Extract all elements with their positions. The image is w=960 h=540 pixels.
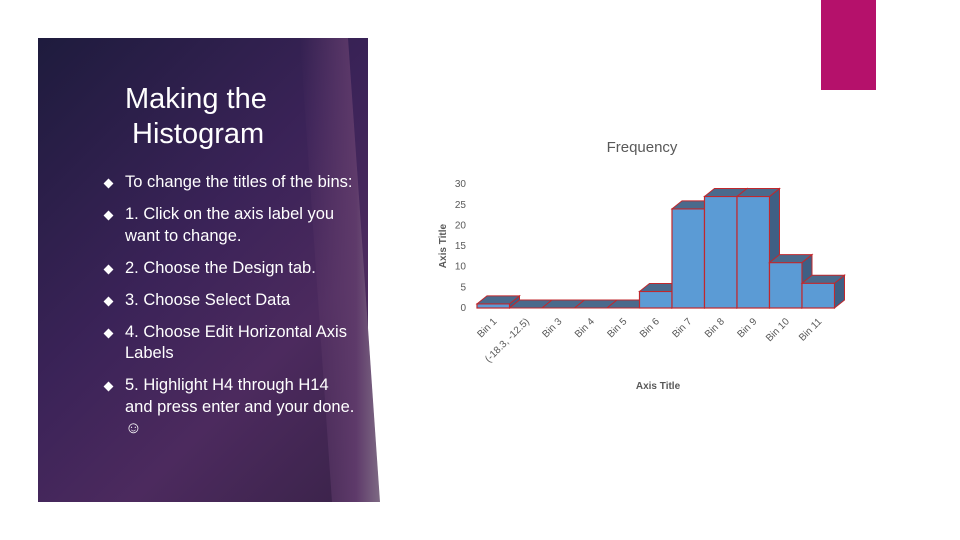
x-tick-label: Bin 4 bbox=[573, 316, 597, 340]
x-tick-label: Bin 10 bbox=[764, 316, 792, 344]
histogram-bar-top bbox=[735, 187, 781, 197]
slide-title[interactable]: Making the Histogram bbox=[125, 82, 315, 152]
bullet-text: 2. Choose the Design tab. bbox=[125, 258, 316, 277]
chart-title: Frequency bbox=[607, 139, 678, 156]
bullet-text: 5. Highlight H4 through H14 and press en… bbox=[125, 376, 355, 437]
bullet-item: 2. Choose the Design tab. bbox=[103, 258, 358, 280]
x-tick-label: Bin 9 bbox=[735, 316, 759, 340]
diamond-bullet-icon bbox=[103, 296, 114, 306]
slide-title-line-2: Histogram bbox=[132, 118, 265, 150]
histogram-bar-top bbox=[768, 254, 814, 264]
x-tick-label: Bin 8 bbox=[703, 316, 727, 340]
bullet-text: 1. Click on the axis label you want to c… bbox=[125, 205, 335, 245]
y-tick-label: 15 bbox=[455, 241, 467, 252]
y-tick-label: 25 bbox=[455, 200, 467, 211]
bullet-item: 1. Click on the axis label you want to c… bbox=[103, 204, 358, 247]
bullet-list[interactable]: To change the titles of the bins: 1. Cli… bbox=[103, 172, 358, 450]
bullet-text: To change the titles of the bins: bbox=[125, 173, 353, 191]
x-tick-label: Bin 6 bbox=[638, 316, 662, 340]
histogram-bar bbox=[638, 290, 673, 309]
x-tick-label: Bin 11 bbox=[797, 316, 825, 344]
bullet-text: 4. Choose Edit Horizontal Axis Labels bbox=[125, 322, 347, 363]
histogram-chart[interactable]: Frequency 0 5 10 15 20 25 30 Axis Title Bin 1 (-18… bbox=[420, 125, 860, 405]
bullet-item: 3. Choose Select Data bbox=[103, 290, 358, 312]
bullet-item: To change the titles of the bins: bbox=[103, 172, 358, 194]
x-axis-title: Axis Title bbox=[636, 381, 681, 392]
histogram-bar bbox=[476, 303, 511, 309]
y-axis-title: Axis Title bbox=[438, 223, 449, 268]
y-tick-label: 10 bbox=[455, 262, 467, 273]
histogram-bar-top bbox=[475, 295, 521, 305]
y-tick-label: 30 bbox=[455, 179, 467, 190]
bullet-item: 4. Choose Edit Horizontal Axis Labels bbox=[103, 322, 358, 365]
bullet-item: 5. Highlight H4 through H14 and press en… bbox=[103, 375, 358, 440]
slide-title-line-1: Making the bbox=[125, 83, 267, 115]
y-tick-label: 5 bbox=[460, 282, 466, 293]
histogram-bar bbox=[703, 195, 738, 309]
diamond-bullet-icon bbox=[103, 381, 114, 392]
histogram-bar bbox=[768, 261, 803, 309]
histogram-bar bbox=[671, 208, 706, 309]
diamond-bullet-icon bbox=[103, 178, 114, 189]
x-tick-label: Bin 7 bbox=[670, 316, 694, 340]
diamond-bullet-icon bbox=[103, 328, 114, 338]
histogram-bar bbox=[801, 282, 836, 309]
diamond-bullet-icon bbox=[103, 264, 114, 274]
x-tick-label: Bin 5 bbox=[605, 316, 629, 340]
diamond-bullet-icon bbox=[103, 210, 114, 221]
histogram-bar-top bbox=[800, 274, 846, 284]
histogram-bar bbox=[736, 195, 771, 309]
x-tick-label: Bin 1 bbox=[475, 316, 499, 340]
y-tick-label: 20 bbox=[455, 220, 467, 231]
x-tick-label: Bin 3 bbox=[540, 316, 564, 340]
bullet-text: 3. Choose Select Data bbox=[125, 290, 291, 309]
accent-bar bbox=[821, 0, 876, 90]
y-tick-label: 0 bbox=[460, 303, 466, 314]
